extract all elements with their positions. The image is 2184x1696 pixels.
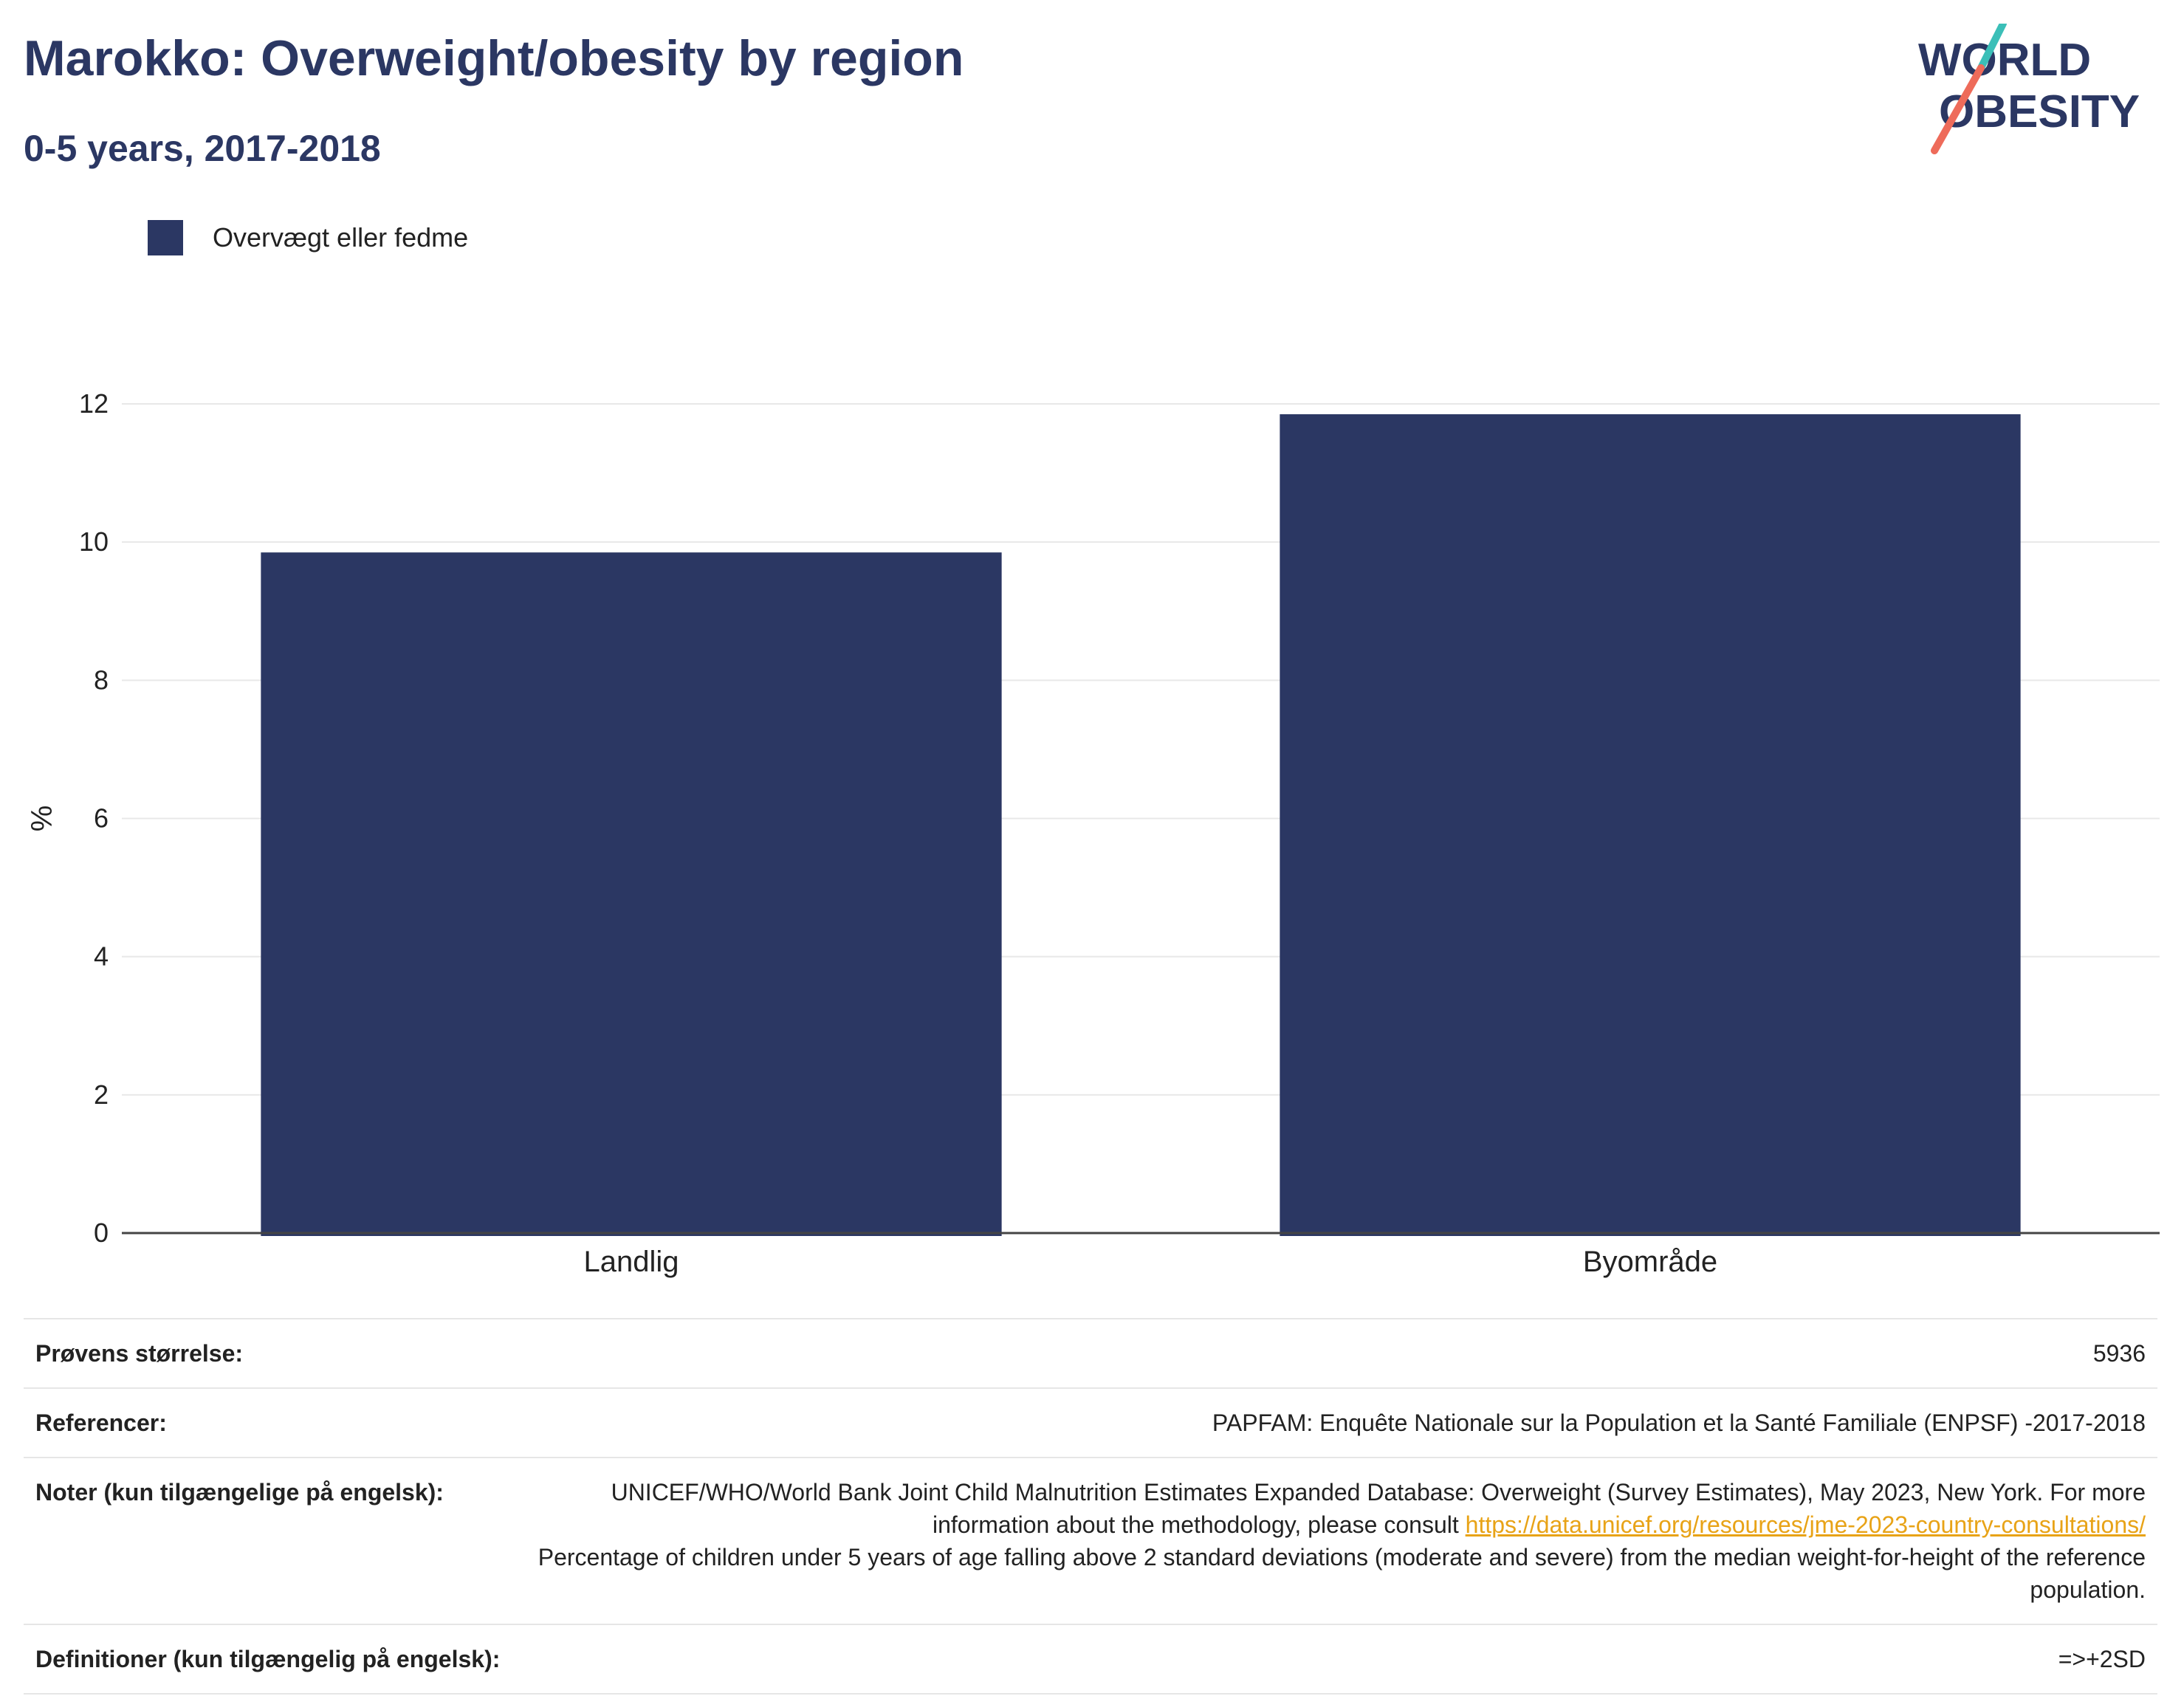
y-tick-label: 8 [94, 665, 109, 695]
notes-label: Noter (kun tilgængelige på engelsk): [24, 1457, 512, 1624]
x-tick-label: Landlig [583, 1246, 679, 1278]
info-row-definitions: Definitioner (kun tilgængelig på engelsk… [24, 1624, 2157, 1695]
info-table: Prøvens størrelse: 5936 Referencer: PAPF… [24, 1318, 2157, 1695]
y-tick-label: 4 [94, 941, 109, 972]
y-tick-label: 10 [79, 526, 109, 557]
references-label: Referencer: [24, 1387, 512, 1458]
bar-chart: 0 2 4 6 8 10 12 Landlig Byområde% [26, 388, 2160, 1278]
notes-link[interactable]: https://data.unicef.org/resources/jme-20… [1465, 1511, 2146, 1538]
chart-subtitle: 0-5 years, 2017-2018 [24, 128, 381, 169]
sample-size-label: Prøvens størrelse: [24, 1318, 512, 1388]
definitions-label: Definitioner (kun tilgængelig på engelsk… [24, 1624, 512, 1695]
definitions-value: =>+2SD [512, 1624, 2157, 1695]
logo-slash-teal [1977, 24, 2007, 72]
y-tick-label: 12 [79, 388, 109, 419]
logo-line-obesity: OBESITY [1939, 86, 2140, 137]
info-row-notes: Noter (kun tilgængelige på engelsk): UNI… [24, 1457, 2157, 1624]
references-value: PAPFAM: Enquête Nationale sur la Populat… [512, 1387, 2157, 1458]
notes-value: UNICEF/WHO/World Bank Joint Child Malnut… [512, 1457, 2157, 1624]
y-tick-label: 0 [94, 1218, 109, 1248]
y-tick-label: 6 [94, 803, 109, 834]
info-row-references: Referencer: PAPFAM: Enquête Nationale su… [24, 1387, 2157, 1458]
bar [1280, 414, 2021, 1236]
notes-text-1: UNICEF/WHO/World Bank Joint Child Malnut… [611, 1479, 2146, 1538]
y-tick-label: 2 [94, 1079, 109, 1110]
logo-slash-coral [1931, 64, 1985, 154]
bar [261, 552, 1002, 1236]
legend: Overvægt eller fedme [148, 220, 468, 255]
world-obesity-logo: WORLD OBESITY [1918, 24, 2140, 154]
legend-swatch [148, 220, 183, 255]
legend-label: Overvægt eller fedme [213, 222, 469, 253]
logo-line-world: WORLD [1918, 35, 2091, 86]
sample-size-value: 5936 [512, 1318, 2157, 1388]
y-axis-label: % [26, 806, 58, 832]
info-row-sample: Prøvens størrelse: 5936 [24, 1318, 2157, 1388]
notes-text-2: Percentage of children under 5 years of … [538, 1544, 2146, 1603]
chart-title: Marokko: Overweight/obesity by region [24, 30, 964, 86]
x-tick-label: Byområde [1583, 1246, 1717, 1278]
